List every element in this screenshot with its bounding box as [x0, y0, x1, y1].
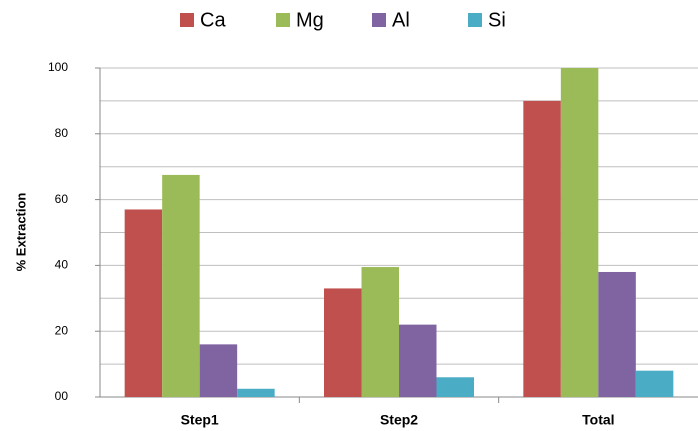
y-axis-label: % Extraction — [13, 193, 28, 272]
x-tick-label: Total — [582, 412, 614, 428]
bar — [436, 377, 474, 397]
y-tick-label: 100 — [48, 60, 68, 74]
x-tick-label: Step1 — [181, 412, 219, 428]
legend-swatch — [276, 13, 290, 27]
y-tick-label: 80 — [55, 126, 69, 140]
y-tick-label: 00 — [55, 389, 69, 403]
bar — [162, 174, 200, 397]
bar — [324, 288, 362, 397]
legend-label: Ca — [200, 9, 226, 31]
legend-swatch — [180, 13, 194, 27]
bar — [199, 344, 238, 397]
y-tick-label: 60 — [55, 192, 69, 206]
legend-label: Mg — [296, 9, 324, 31]
bar — [399, 324, 437, 397]
legend-swatch — [468, 13, 482, 27]
y-tick-label: 20 — [55, 323, 69, 337]
bar — [635, 370, 674, 397]
x-tick-label: Step2 — [380, 412, 418, 428]
legend-label: Si — [488, 9, 506, 31]
legend-label: Al — [392, 9, 410, 31]
bar — [560, 68, 599, 397]
legend-swatch — [372, 13, 386, 27]
y-tick-label: 40 — [55, 258, 69, 272]
bar — [523, 100, 561, 398]
bar — [598, 271, 636, 397]
bar — [237, 388, 275, 397]
bar — [361, 267, 399, 397]
bar — [124, 209, 163, 397]
